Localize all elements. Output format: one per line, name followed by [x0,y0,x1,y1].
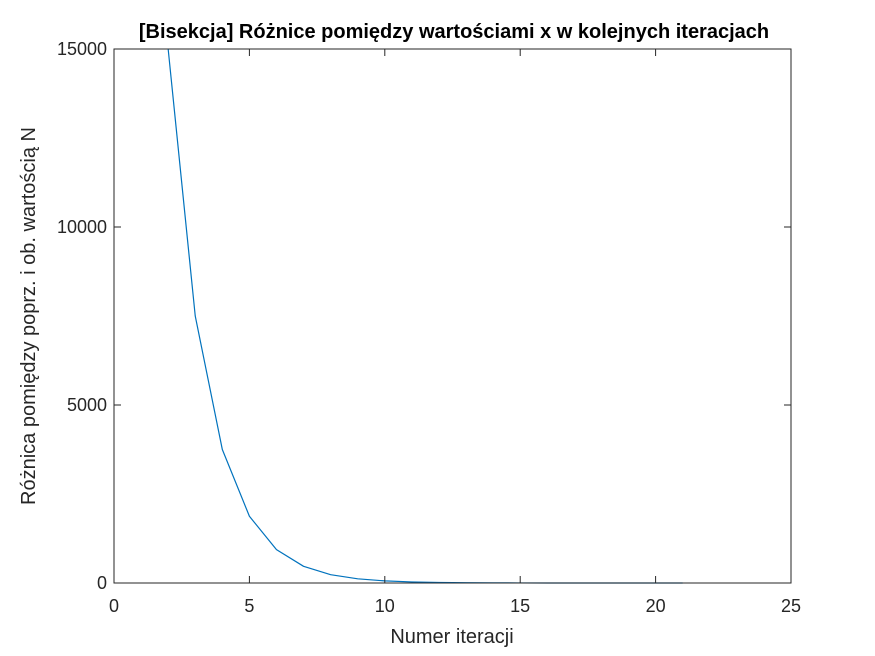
x-tick-label: 25 [781,596,801,616]
x-axis-label: Numer iteracji [390,626,513,648]
y-tick-label: 0 [97,573,107,593]
plot-area [114,49,791,583]
y-tick-label: 15000 [57,39,107,59]
y-tick-label: 10000 [57,217,107,237]
x-tick-label: 5 [244,596,254,616]
x-tick-label: 20 [646,596,666,616]
axes-box [113,48,792,584]
chart-title: [Bisekcja] Różnice pomiędzy wartościami … [139,21,769,43]
x-tick-label: 0 [109,596,119,616]
y-tick-label: 5000 [67,395,107,415]
x-tick-label: 10 [375,596,395,616]
x-tick-label: 15 [510,596,530,616]
tick-layer: 0 5 10 15 20 25 0 5000 10000 15000 [57,39,801,616]
y-axis-label: Różnica pomiędzy poprz. i ob. wartością … [18,127,40,505]
